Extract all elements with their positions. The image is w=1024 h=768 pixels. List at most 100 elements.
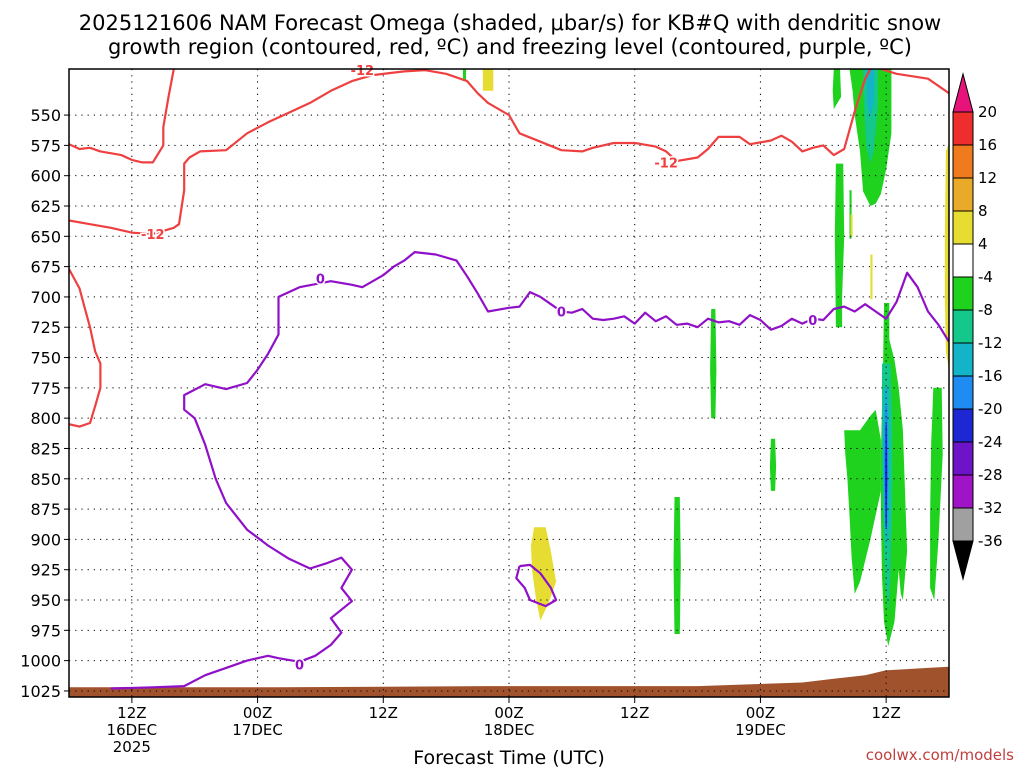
colorbar-swatch — [952, 309, 974, 344]
x-tick-label: 18DEC — [484, 721, 535, 739]
x-tick-label: 17DEC — [232, 721, 283, 739]
colorbar-label: -16 — [978, 367, 1003, 385]
colorbar-label: -36 — [978, 532, 1003, 550]
credit-text: coolwx.com/models — [866, 746, 1014, 764]
colorbar-arrow-top — [952, 72, 974, 113]
freezing-level-0-small — [515, 563, 558, 608]
y-tick-label: 650 — [30, 227, 61, 246]
contour-label: 0 — [808, 314, 817, 329]
colorbar-swatch — [952, 210, 974, 245]
contour-label: -12 — [351, 64, 375, 79]
y-tick-label: 725 — [30, 318, 61, 337]
colorbar-label: -28 — [978, 466, 1003, 484]
x-tick-label: 2025 — [113, 738, 151, 756]
colorbar-swatch — [952, 375, 974, 410]
colorbar-swatch — [952, 342, 974, 377]
colorbar-swatch — [952, 507, 974, 542]
plot-background — [69, 69, 949, 697]
y-tick-label: 950 — [30, 591, 61, 610]
y-tick-label: 800 — [30, 409, 61, 428]
y-tick-label: 1000 — [20, 652, 61, 671]
x-tick-label: 12Z — [117, 704, 146, 722]
omega-darkblue-lower — [885, 424, 888, 528]
colorbar-label: -32 — [978, 499, 1003, 517]
dgz-minus12-left-low — [69, 268, 102, 428]
y-tick-label: 900 — [30, 530, 61, 549]
chart-title-line-1: 2025121606 NAM Forecast Omega (shaded, μ… — [79, 11, 941, 35]
contour-label: 0 — [316, 273, 325, 288]
y-tick-label: 1025 — [20, 682, 61, 701]
colorbar-label: -24 — [978, 433, 1003, 451]
x-tick-label: 16DEC — [107, 721, 158, 739]
omega-green-1 — [673, 497, 681, 634]
x-tick-label: 19DEC — [735, 721, 786, 739]
dgz-minus12-right — [880, 69, 949, 95]
colorbar: 20 16 12 8 4 -4 -8 -12 -16 -20 -24 -28 -32 -36 — [952, 72, 1003, 581]
omega-yellow-right-1 — [944, 143, 949, 370]
omega-green-right — [930, 387, 943, 600]
x-axis-title: Forecast Time (UTC) — [413, 747, 604, 768]
omega-cyan-upper — [866, 69, 875, 119]
terrain-layer — [69, 666, 949, 697]
freezing-level-0 — [110, 251, 949, 690]
contour-label: 0 — [557, 305, 566, 320]
colorbar-swatch — [952, 177, 974, 212]
x-tick-label: 12Z — [620, 704, 649, 722]
colorbar-label: -12 — [978, 334, 1003, 352]
y-tick-label: 975 — [30, 621, 61, 640]
colorbar-label: 4 — [978, 235, 988, 253]
dgz-minus12-top — [69, 69, 175, 164]
chart-title-line-2: growth region (contoured, red, ºC) and f… — [108, 35, 912, 59]
colorbar-label: 12 — [978, 169, 997, 187]
colorbar-label: 20 — [978, 103, 997, 121]
y-axis-ticks: 550 575 600 625 650 675 700 725 750 775 800 825 850 8… — [20, 106, 69, 701]
omega-yellow-right-3 — [870, 254, 873, 300]
omega-green-2 — [710, 309, 717, 419]
y-tick-label: 850 — [30, 470, 61, 489]
colorbar-label: 16 — [978, 136, 997, 154]
y-tick-label: 925 — [30, 561, 61, 580]
plot-area: -12 -12 -12 0 0 0 0 — [68, 63, 950, 698]
omega-yellow-top — [482, 69, 494, 91]
colorbar-label: -8 — [978, 301, 993, 319]
colorbar-label: -4 — [978, 268, 993, 286]
contour-label: 0 — [295, 658, 304, 673]
contour-label: -12 — [654, 156, 678, 171]
omega-shading — [462, 69, 949, 647]
colorbar-label: -20 — [978, 400, 1003, 418]
omega-yellow-right-2 — [850, 214, 853, 237]
omega-green-top — [462, 69, 466, 82]
y-tick-label: 575 — [30, 136, 61, 155]
contour-labels: -12 -12 -12 0 0 0 0 — [140, 63, 819, 675]
ground-surface — [69, 666, 949, 697]
y-tick-label: 700 — [30, 288, 61, 307]
colorbar-label: 8 — [978, 202, 988, 220]
y-tick-label: 750 — [30, 349, 61, 368]
colorbar-swatch — [952, 474, 974, 509]
dgz-minus12-main — [69, 69, 872, 235]
colorbar-swatch — [952, 243, 974, 278]
y-tick-label: 600 — [30, 167, 61, 186]
omega-green-mid — [844, 409, 881, 594]
x-tick-label: 12Z — [369, 704, 398, 722]
y-tick-label: 875 — [30, 500, 61, 519]
omega-green-3 — [769, 438, 777, 491]
x-tick-label: 00Z — [243, 704, 272, 722]
contour-lines — [69, 69, 949, 690]
contour-label: -12 — [141, 228, 165, 243]
colorbar-swatch — [952, 276, 974, 311]
colorbar-swatch — [952, 441, 974, 476]
omega-yellow-low — [531, 527, 557, 621]
colorbar-swatch — [952, 144, 974, 179]
y-tick-label: 675 — [30, 258, 61, 277]
y-tick-label: 775 — [30, 379, 61, 398]
y-tick-label: 625 — [30, 197, 61, 216]
colorbar-swatch — [952, 408, 974, 443]
omega-green-5 — [834, 163, 845, 328]
x-tick-label: 00Z — [746, 704, 775, 722]
colorbar-arrow-bottom — [952, 540, 974, 581]
x-tick-label: 00Z — [494, 704, 523, 722]
y-tick-label: 550 — [30, 106, 61, 125]
